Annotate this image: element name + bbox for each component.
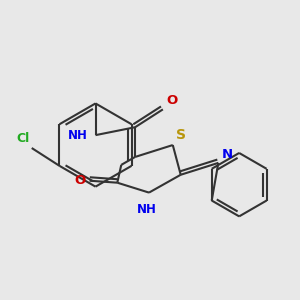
Text: Cl: Cl: [16, 132, 30, 145]
Text: O: O: [167, 94, 178, 107]
Text: NH: NH: [137, 202, 157, 215]
Text: S: S: [176, 128, 186, 142]
Text: NH: NH: [68, 129, 88, 142]
Text: N: N: [221, 148, 233, 161]
Text: O: O: [74, 174, 86, 187]
